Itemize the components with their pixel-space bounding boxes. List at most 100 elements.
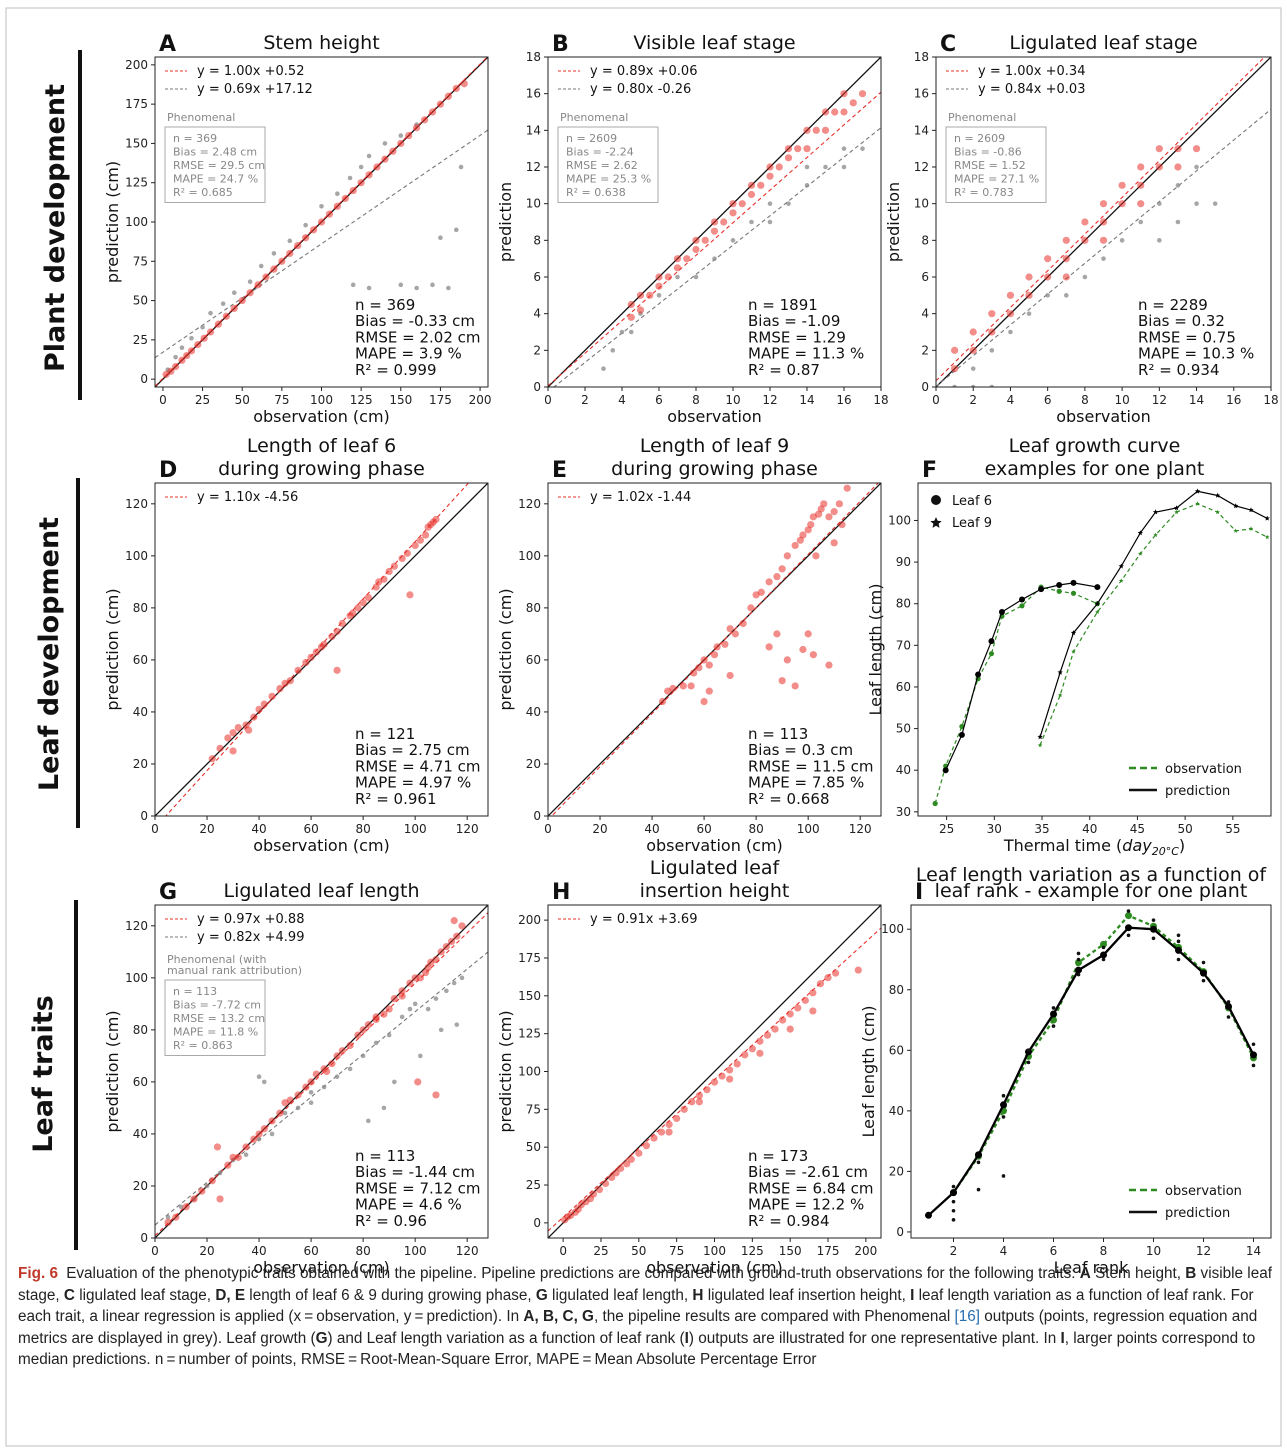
pipeline-point [824, 974, 832, 982]
stat-line: R² = 0.87 [748, 361, 820, 379]
stat-line: Bias = -1.44 cm [355, 1163, 475, 1181]
y-tick-label: 60 [896, 680, 911, 694]
x-tick-label: 20 [592, 822, 607, 836]
pipeline-point [206, 328, 215, 336]
x-tick-label: 6 [1044, 393, 1052, 407]
caption-bold: B [1185, 1265, 1197, 1282]
pipeline-point [432, 956, 440, 964]
pipeline-point [390, 562, 398, 570]
pipeline-point [840, 90, 848, 98]
pipeline-point [338, 1047, 346, 1055]
pipeline-point [655, 282, 663, 290]
row-label-plant-development: Plant development [40, 50, 82, 400]
prediction-marker [1150, 925, 1157, 933]
y-tick-label: 50 [896, 722, 911, 736]
phenomenal-box-stat: R² = 0.638 [566, 186, 626, 199]
pipeline-point [328, 1060, 336, 1068]
phenomenal-point [282, 1110, 288, 1116]
x-tick-label: 0 [151, 822, 159, 836]
prediction-line [945, 582, 1098, 771]
x-tick-label: 12 [762, 393, 777, 407]
pipeline-point [359, 1026, 367, 1034]
pipeline-point [617, 1164, 625, 1172]
pipeline-point [783, 552, 791, 560]
phenomenal-point [675, 274, 680, 280]
y-tick-label: 0 [140, 372, 148, 386]
stat-line: RMSE = 2.02 cm [355, 328, 481, 346]
citation-link[interactable]: [16] [954, 1308, 981, 1325]
individual-prediction-point [1051, 1006, 1056, 1010]
pipeline-point [216, 744, 224, 752]
pipeline-point [312, 1070, 320, 1078]
prediction-star-marker [1094, 600, 1100, 606]
phenomenal-point [334, 1074, 340, 1080]
phenomenal-point [261, 1079, 267, 1085]
x-tick-label: 0 [544, 393, 552, 407]
phenomenal-point [269, 1131, 275, 1137]
pipeline-point [729, 200, 737, 208]
phenomenal-point [208, 310, 213, 316]
pipeline-point [779, 1016, 787, 1024]
pipeline-point [1081, 218, 1089, 226]
pipeline-point [688, 1098, 696, 1106]
x-tick-label: 6 [655, 393, 663, 407]
pipeline-point [835, 500, 843, 508]
pipeline-point [830, 539, 838, 547]
y-tick-label: 25 [526, 1178, 541, 1192]
pipeline-point [595, 1185, 604, 1194]
individual-prediction-point [1176, 957, 1181, 962]
pipeline-point [809, 989, 817, 997]
phenomenal-point [347, 1066, 353, 1072]
stat-line: n = 113 [748, 725, 808, 743]
phenomenal-box-title: manual rank attribution) [167, 964, 302, 977]
y-tick-label: 80 [889, 983, 904, 997]
pipeline-point [338, 619, 346, 628]
phenomenal-point [841, 146, 847, 151]
stat-line: n = 1891 [748, 296, 818, 314]
pipeline-point [825, 513, 833, 521]
pipeline-point [726, 1075, 734, 1083]
pipeline-point [710, 227, 719, 235]
prediction-star-marker [1264, 515, 1270, 521]
pipeline-point [683, 255, 691, 263]
phenomenal-point [366, 285, 372, 291]
prediction-marker [1000, 1101, 1007, 1109]
pipeline-point [794, 145, 802, 153]
x-tick-label: 14 [1189, 393, 1204, 407]
stat-line: MAPE = 4.97 % [355, 774, 471, 792]
caption-text: visible leaf stage, [18, 1265, 1272, 1304]
pipeline-point [230, 304, 238, 313]
pipeline-point [286, 677, 294, 685]
pipeline-point [213, 1143, 222, 1151]
pipeline-point [741, 1051, 749, 1059]
plot-area [925, 909, 1257, 1222]
plot-frame [154, 482, 489, 817]
x-tick-label: 125 [350, 393, 373, 407]
y-tick-label: 90 [896, 555, 911, 569]
pipeline-point [765, 578, 773, 586]
y-tick-label: 14 [914, 123, 929, 137]
stat-line: MAPE = 4.6 % [355, 1196, 462, 1214]
stat-line: Bias = -2.61 cm [748, 1163, 868, 1181]
y-tick-label: 60 [133, 653, 148, 667]
x-tick-label: 80 [355, 1244, 370, 1258]
pipeline-point [695, 664, 703, 672]
pipeline-point [713, 643, 721, 651]
phenomenal-point [179, 345, 185, 351]
prediction-star-marker [1037, 734, 1043, 740]
panel-title: Ligulated leaf [650, 857, 781, 879]
pipeline-point [726, 625, 734, 633]
plot-area [155, 57, 488, 387]
y-axis-label: prediction [884, 182, 903, 262]
x-tick-label: 150 [779, 1244, 802, 1258]
x-tick-label: 125 [741, 1244, 764, 1258]
phenomenal-box-stat: MAPE = 27.1 % [954, 173, 1039, 186]
phenomenal-point [425, 1006, 431, 1012]
y-axis-label: prediction (cm) [103, 588, 122, 710]
phenomenal-point [373, 1040, 379, 1046]
pipeline-point [385, 567, 393, 576]
observation-star-marker [1195, 501, 1200, 506]
phenomenal-point [1194, 164, 1199, 170]
x-tick-label: 40 [1082, 822, 1097, 836]
pipeline-point [420, 116, 429, 124]
